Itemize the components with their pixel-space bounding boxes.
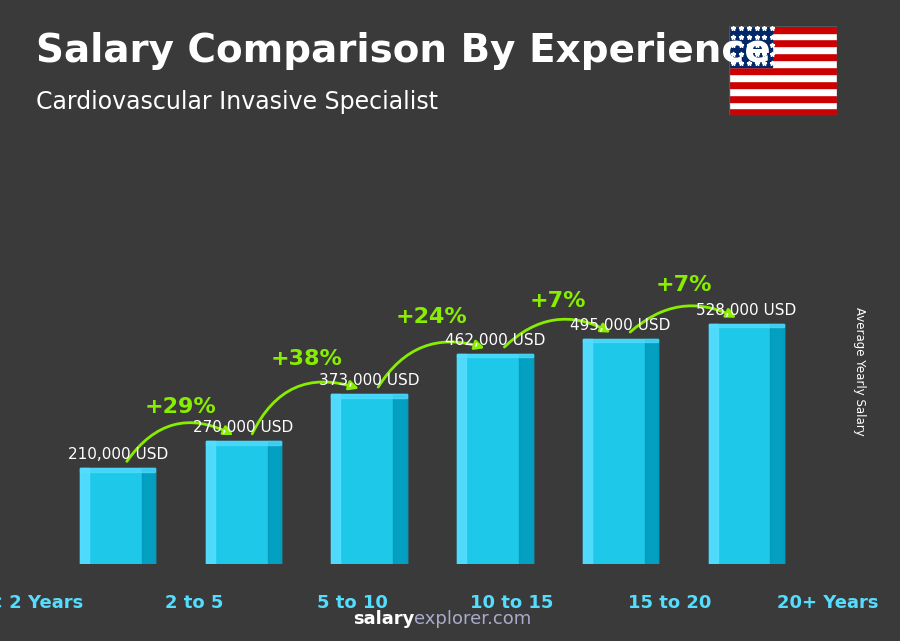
Text: 10 to 15: 10 to 15 [470,594,553,612]
Bar [729,101,837,108]
Bar [583,338,658,342]
Text: +7%: +7% [529,291,586,311]
Text: Average Yearly Salary: Average Yearly Salary [853,308,866,436]
Bar [729,26,837,33]
Bar [519,354,533,564]
Text: salary: salary [353,610,414,628]
Text: 528,000 USD: 528,000 USD [697,303,796,318]
Text: +38%: +38% [270,349,342,369]
Bar [729,81,837,88]
Bar [729,74,837,81]
Bar [206,441,281,445]
Text: < 2 Years: < 2 Years [0,594,84,612]
Text: +29%: +29% [145,397,216,417]
Bar [331,394,407,564]
Bar [583,338,658,564]
Bar [729,88,837,95]
Bar [729,26,772,67]
Bar [708,324,717,564]
Bar [331,394,407,398]
Bar [770,324,784,564]
FancyArrowPatch shape [127,422,230,462]
Text: +7%: +7% [655,275,712,295]
Bar [729,40,837,46]
Text: explorer.com: explorer.com [414,610,531,628]
Bar [644,338,658,564]
Bar [457,354,466,564]
Text: 2 to 5: 2 to 5 [166,594,223,612]
Bar [729,95,837,101]
Bar [729,67,837,74]
Text: +24%: +24% [396,307,468,328]
Text: 270,000 USD: 270,000 USD [194,420,293,435]
Bar [583,338,592,564]
FancyArrowPatch shape [504,319,608,347]
Bar [267,441,281,564]
Bar [729,33,837,40]
Text: 20+ Years: 20+ Years [778,594,878,612]
Text: Cardiovascular Invasive Specialist: Cardiovascular Invasive Specialist [36,90,438,113]
Bar [729,53,837,60]
Bar [80,469,156,472]
FancyArrowPatch shape [378,341,482,387]
Bar [457,354,533,564]
Bar [393,394,407,564]
Bar [206,441,281,564]
Bar [206,441,215,564]
Bar [80,469,89,564]
Bar [331,394,340,564]
Bar [708,324,784,328]
Text: 210,000 USD: 210,000 USD [68,447,167,462]
Bar [729,46,837,53]
Bar [457,354,533,358]
Text: Salary Comparison By Experience: Salary Comparison By Experience [36,32,770,70]
Bar [80,469,156,564]
Text: 495,000 USD: 495,000 USD [571,318,670,333]
Text: 5 to 10: 5 to 10 [318,594,388,612]
Bar [729,60,837,67]
Bar [729,108,837,115]
Text: 462,000 USD: 462,000 USD [445,333,545,347]
Text: 373,000 USD: 373,000 USD [319,373,419,388]
Text: 15 to 20: 15 to 20 [628,594,711,612]
Bar [142,469,156,564]
FancyArrowPatch shape [252,381,356,434]
Bar [708,324,784,564]
FancyArrowPatch shape [630,306,734,332]
